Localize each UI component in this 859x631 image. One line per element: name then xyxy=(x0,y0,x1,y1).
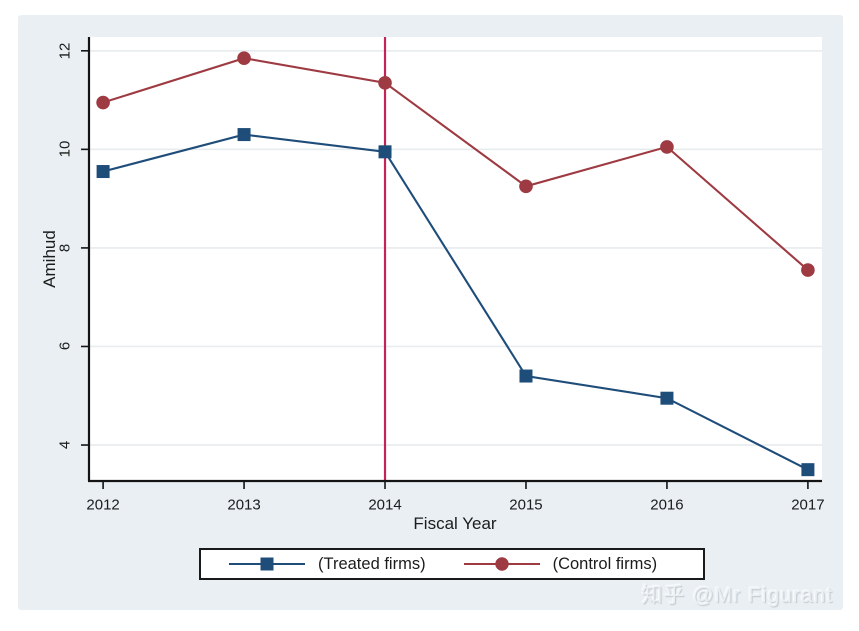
treated-line-sample xyxy=(229,557,305,571)
series-line-1 xyxy=(102,57,809,271)
legend-entry-control: (Control firms) xyxy=(462,554,658,574)
marker-square-2015 xyxy=(519,369,533,383)
marker-circle-2016 xyxy=(660,140,674,154)
x-tick-label-2013: 2013 xyxy=(227,496,261,514)
x-tick-label-2016: 2016 xyxy=(650,496,684,514)
legend-label-control: (Control firms) xyxy=(552,554,658,573)
y-tick-label-6: 6 xyxy=(56,342,74,351)
x-tick-label-2017: 2017 xyxy=(791,496,825,514)
marker-circle-2015 xyxy=(519,179,533,194)
marker-circle-2013 xyxy=(237,51,251,65)
y-axis-title: Amihud xyxy=(40,230,59,288)
marker-square-2014 xyxy=(378,145,392,159)
x-axis-title: Fiscal Year xyxy=(413,514,497,533)
marker-square-2016 xyxy=(660,391,674,405)
chart-figure: 4 6 8 10 12 2012 2013 2014 2015 2016 2017 Fiscal Y… xyxy=(18,15,843,610)
x-tick-label-2012: 2012 xyxy=(86,496,120,514)
marker-circle-2014 xyxy=(378,76,392,90)
watermark: 知乎 @Mr Figurant xyxy=(641,584,833,607)
marker-circle-2012 xyxy=(96,95,110,110)
series-line-0 xyxy=(102,133,809,471)
marker-circle-2017 xyxy=(801,263,815,277)
control-line-sample xyxy=(463,557,540,571)
marker-square-2013 xyxy=(237,128,251,142)
line-chart-canvas xyxy=(81,37,822,489)
marker-square-2012 xyxy=(96,165,110,179)
marker-square-2017 xyxy=(801,463,815,477)
y-tick-label-4: 4 xyxy=(56,440,74,450)
x-tick-label-2015: 2015 xyxy=(509,496,543,514)
x-tick-label-2014: 2014 xyxy=(368,496,402,514)
y-tick-label-10: 10 xyxy=(56,141,74,158)
legend-box: (Treated firms) (Control firms) xyxy=(199,548,705,580)
legend-label-treated: (Treated firms) xyxy=(318,554,426,573)
y-tick-label-12: 12 xyxy=(56,42,74,60)
legend-entry-treated: (Treated firms) xyxy=(227,555,426,574)
plot-area xyxy=(89,37,822,481)
